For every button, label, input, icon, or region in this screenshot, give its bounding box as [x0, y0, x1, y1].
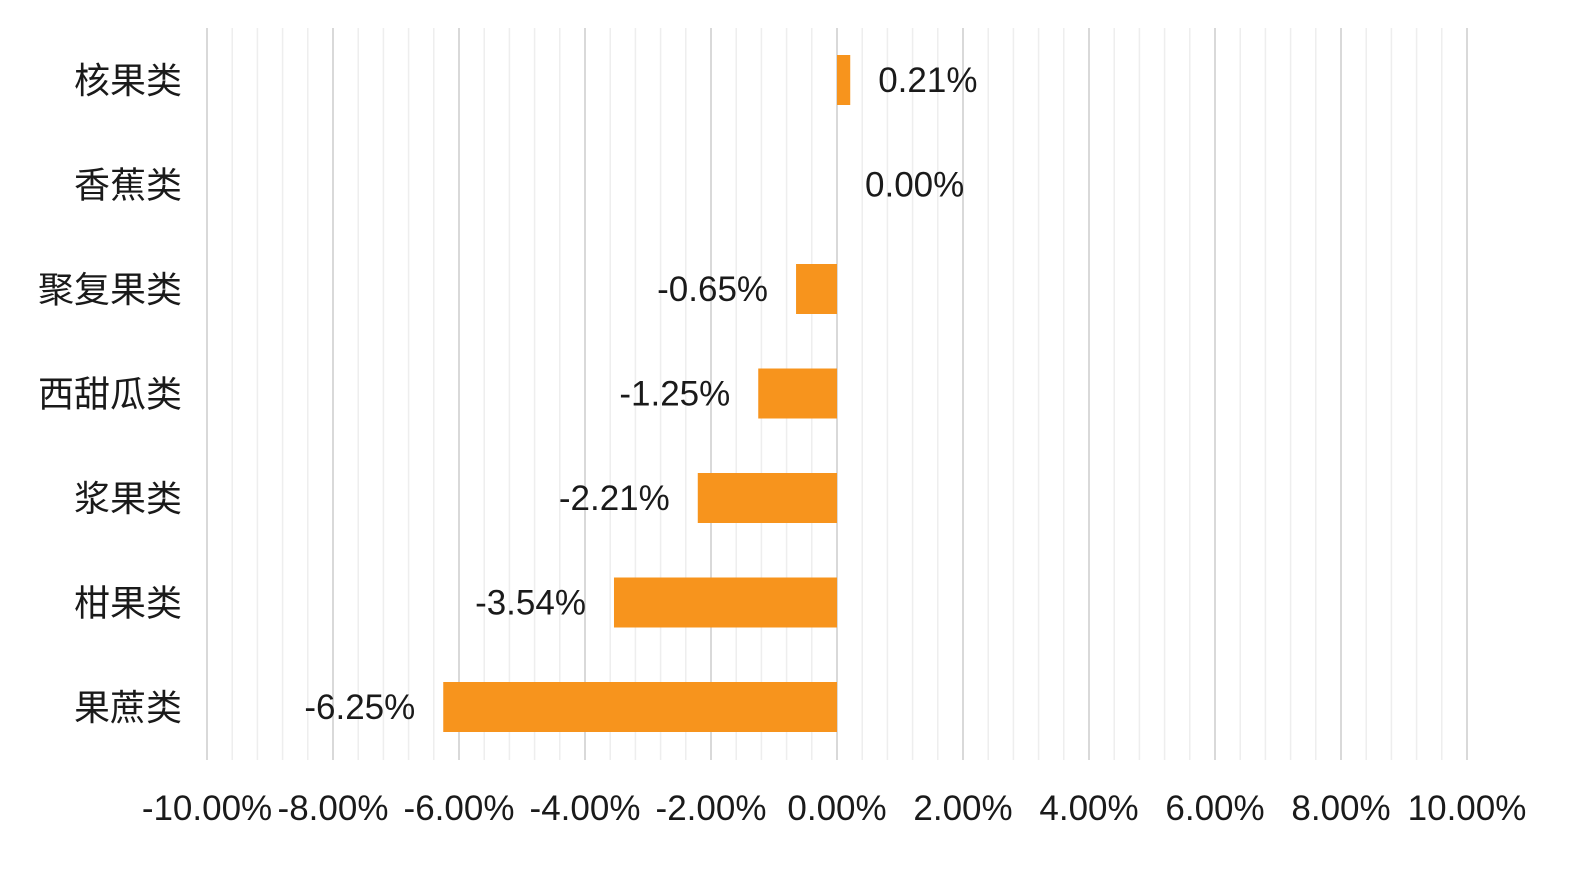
- x-tick-label: 4.00%: [1039, 789, 1138, 828]
- category-label: 聚复果类: [38, 270, 182, 311]
- x-tick-label: -6.00%: [404, 789, 515, 828]
- bar: [613, 577, 837, 628]
- x-tick-label: 0.00%: [787, 789, 886, 828]
- category-label: 西甜瓜类: [38, 375, 182, 416]
- bar: [443, 682, 837, 732]
- data-label: -0.65%: [657, 270, 768, 309]
- data-label: -6.25%: [304, 688, 415, 727]
- x-tick-label: -2.00%: [656, 789, 767, 828]
- category-label: 柑果类: [74, 584, 182, 625]
- value-axis-tick-labels: -10.00% -8.00% -6.00% -4.00% -2.00% 0.00% 2.00…: [142, 789, 1527, 828]
- data-label: -2.21%: [559, 479, 670, 518]
- data-label: 0.21%: [878, 61, 977, 100]
- major-gridlines: [206, 28, 1468, 760]
- x-tick-label: -4.00%: [530, 789, 641, 828]
- x-tick-label: 2.00%: [913, 789, 1012, 828]
- bar: [758, 368, 837, 419]
- category-label: 核果类: [74, 61, 182, 102]
- x-tick-label: 10.00%: [1408, 789, 1527, 828]
- bar: [837, 55, 851, 105]
- minor-gridlines: [231, 28, 1443, 760]
- x-tick-label: 8.00%: [1291, 789, 1390, 828]
- category-label: 浆果类: [74, 479, 182, 520]
- category-label: 果蔗类: [74, 688, 182, 729]
- x-tick-label: 6.00%: [1165, 789, 1264, 828]
- data-label: -1.25%: [619, 375, 730, 414]
- data-label: 0.00%: [865, 166, 964, 205]
- data-labels: 0.21% 0.00% -0.65% -1.25% -2.21% -3.54% -6.25%: [304, 61, 977, 727]
- bar: [697, 473, 837, 523]
- bar: [796, 264, 837, 314]
- bar-series: [443, 55, 851, 732]
- x-tick-label: -10.00%: [142, 789, 272, 828]
- data-label: -3.54%: [475, 584, 586, 623]
- category-label: 香蕉类: [74, 166, 182, 207]
- x-tick-label: -8.00%: [278, 789, 389, 828]
